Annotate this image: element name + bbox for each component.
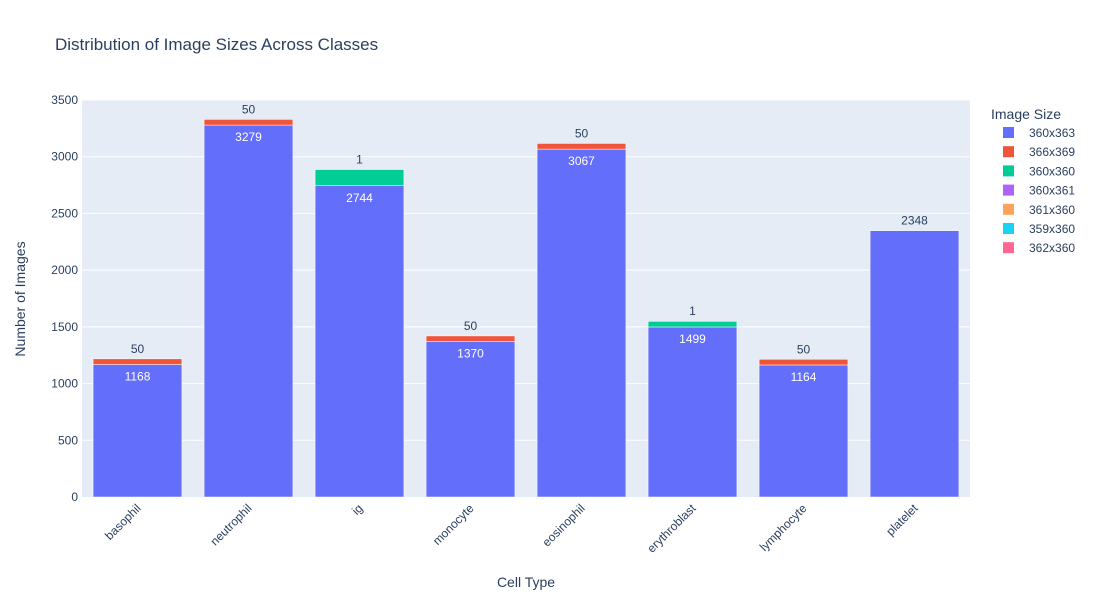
data-labels: 1168 50 3279 50 2744 1 1370 50 3067 50 1499 1 1164 50… — [125, 102, 929, 384]
y-axis-ticks: 0 500 1000 1500 2000 2500 3000 3500 — [51, 93, 78, 504]
y-axis-title: Number of Images — [12, 241, 28, 356]
legend-swatch — [1003, 146, 1014, 158]
data-label-inside: 1168 — [125, 370, 151, 384]
legend-title: Image Size — [991, 106, 1061, 122]
bar-lymphocyte-366x369[interactable] — [758, 359, 849, 366]
legend-swatch — [1003, 184, 1014, 196]
legend-label: 360x363 — [1029, 126, 1075, 140]
data-label-top: 1 — [689, 304, 696, 318]
x-tick-label: ig — [349, 501, 366, 518]
data-label-inside: 3067 — [568, 154, 595, 168]
bar-platelet-360x363[interactable] — [869, 230, 960, 498]
x-tick-label: eosinophil — [540, 501, 588, 549]
x-tick-label: erythroblast — [644, 501, 699, 556]
x-tick-label: neutrophil — [207, 501, 254, 548]
legend-item[interactable]: 361x360 — [1003, 203, 1075, 217]
legend-item[interactable]: 360x361 — [1003, 184, 1075, 198]
data-label-inside: 3279 — [235, 130, 262, 144]
legend-swatch — [1003, 242, 1014, 254]
bar-ig-360x363[interactable] — [314, 185, 405, 498]
bar-erythroblast-360x360[interactable] — [647, 321, 738, 328]
legend-item[interactable]: 360x360 — [1003, 164, 1075, 178]
x-axis-ticks: basophil neutrophil ig monocyte eosinophil er… — [102, 501, 921, 556]
y-tick-label: 1500 — [51, 320, 78, 334]
legend-label: 360x361 — [1029, 184, 1075, 198]
data-label-top: 2348 — [901, 214, 928, 228]
bar-neutrophil-360x363[interactable] — [203, 124, 294, 498]
y-tick-label: 2000 — [51, 263, 78, 277]
legend-label: 366x369 — [1029, 145, 1075, 159]
bar-basophil-366x369[interactable] — [92, 358, 183, 365]
y-tick-label: 2500 — [51, 206, 78, 220]
x-tick-label: monocyte — [430, 501, 477, 548]
y-tick-label: 3500 — [51, 93, 78, 107]
bar-neutrophil-366x369[interactable] — [203, 119, 294, 126]
x-tick-label: basophil — [102, 501, 144, 543]
data-label-inside: 1370 — [457, 347, 484, 361]
legend-label: 361x360 — [1029, 203, 1075, 217]
data-label-top: 50 — [131, 342, 145, 356]
legend-item[interactable]: 360x363 — [1003, 126, 1075, 140]
x-tick-label: platelet — [883, 501, 921, 539]
legend-swatch — [1003, 203, 1014, 215]
y-tick-label: 0 — [71, 490, 78, 504]
legend-items[interactable]: 360x363 366x369 360x360 360x361 361x360 359x3… — [1003, 126, 1075, 255]
legend-swatch — [1003, 165, 1014, 177]
data-label-top: 50 — [575, 126, 589, 140]
bar-basophil-360x363[interactable] — [92, 364, 183, 498]
legend-label: 360x360 — [1029, 164, 1075, 178]
data-label-top: 1 — [356, 152, 363, 166]
legend-item[interactable]: 359x360 — [1003, 222, 1075, 236]
x-tick-label: lymphocyte — [757, 501, 810, 554]
data-label-top: 50 — [464, 319, 478, 333]
y-tick-label: 500 — [58, 433, 78, 447]
bar-eosinophil-366x369[interactable] — [536, 143, 627, 150]
bar-monocyte-366x369[interactable] — [425, 335, 516, 342]
legend[interactable]: Image Size 360x363366x369360x360360x3613… — [991, 106, 1075, 255]
legend-item[interactable]: 366x369 — [1003, 145, 1075, 159]
data-label-top: 50 — [242, 102, 256, 116]
legend-label: 359x360 — [1029, 222, 1075, 236]
legend-swatch — [1003, 127, 1014, 138]
legend-swatch — [1003, 223, 1014, 234]
bars[interactable] — [92, 119, 960, 498]
legend-label: 362x360 — [1029, 241, 1075, 255]
y-tick-label: 1000 — [51, 377, 78, 391]
legend-item[interactable]: 362x360 — [1003, 241, 1075, 255]
data-label-top: 50 — [797, 342, 811, 356]
bar-eosinophil-360x363[interactable] — [536, 148, 627, 498]
bar-lymphocyte-360x363[interactable] — [758, 364, 849, 498]
data-label-inside: 1164 — [791, 370, 817, 384]
bar-monocyte-360x363[interactable] — [425, 341, 516, 498]
bar-erythroblast-360x363[interactable] — [647, 326, 738, 498]
data-label-inside: 2744 — [346, 191, 373, 205]
data-label-inside: 1499 — [679, 332, 706, 346]
chart-title: Distribution of Image Sizes Across Class… — [55, 35, 378, 54]
y-tick-label: 3000 — [51, 150, 78, 164]
bar-ig-360x360[interactable] — [314, 169, 405, 187]
x-axis-title: Cell Type — [497, 574, 555, 590]
